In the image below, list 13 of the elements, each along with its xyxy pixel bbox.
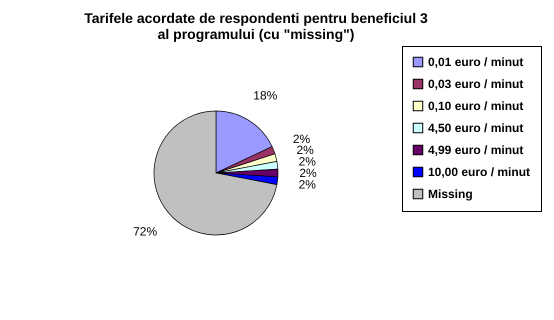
legend-label: 0,01 euro / minut: [428, 55, 524, 69]
legend-label: 4,99 euro / minut: [428, 143, 524, 157]
text: Tarifele acordate de respondenti pentru beneficiul 3: [84, 10, 428, 26]
legend-label: 4,50 euro / minut: [428, 121, 524, 135]
legend-label: 0,10 euro / minut: [428, 99, 524, 113]
data-label: 72%: [133, 224, 158, 239]
data-label: 2%: [298, 178, 316, 192]
legend-label: Missing: [428, 187, 473, 201]
data-label: 2%: [299, 166, 317, 180]
text: al programului (cu "missing"): [158, 26, 354, 42]
data-label: 18%: [253, 88, 278, 102]
legend-label: 0,03 euro / minut: [428, 77, 524, 91]
legend-label: 10,00 euro / minut: [428, 165, 530, 179]
